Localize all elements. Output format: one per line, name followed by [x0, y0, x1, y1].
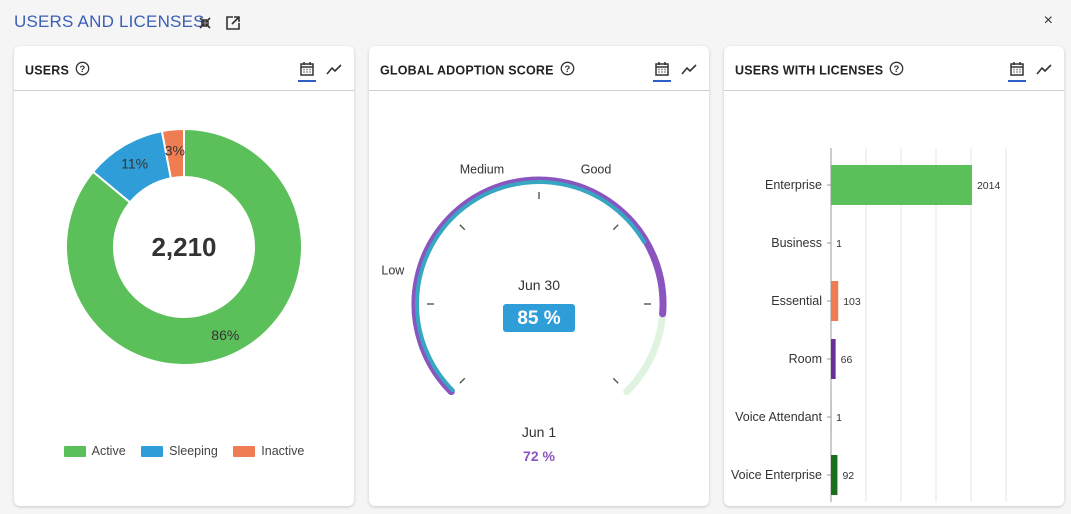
users-card: USERS? 86% 11% 3% 2,210 Active Sleeping Ina… [14, 46, 354, 506]
gauge-label-medium: Medium [460, 163, 504, 177]
category-label: Room [789, 352, 822, 366]
adoption-title-text: GLOBAL ADOPTION SCORE [380, 63, 554, 78]
donut-slice-inactive [160, 127, 185, 180]
external-link-icon[interactable] [224, 14, 242, 32]
bar-essential [831, 281, 839, 321]
gauge-previous-arc [415, 180, 647, 393]
gauge-label-good: Good [581, 163, 612, 177]
gauge-tick [612, 377, 619, 384]
bar-value-label: 1 [836, 412, 842, 424]
gauge-tick [459, 224, 466, 231]
donut-label-active: 86% [211, 327, 239, 343]
users-total: 2,210 [151, 232, 216, 262]
trend-line-icon[interactable] [1035, 60, 1053, 80]
legend-label-sleeping: Sleeping [169, 444, 218, 458]
adoption-gauge: Low Medium Good Jun 30 85 % Jun 1 72 % [381, 163, 667, 464]
adoption-card-header: GLOBAL ADOPTION SCORE? [369, 46, 709, 91]
gauge-tick [459, 377, 466, 384]
users-donut-chart: 86% 11% 3% 2,210 [65, 127, 303, 366]
help-circle-icon[interactable]: ? [75, 61, 90, 79]
gauge-previous-date: Jun 1 [522, 424, 556, 440]
category-label: Enterprise [765, 178, 822, 192]
legend-swatch-inactive [233, 446, 256, 458]
licenses-card-title: USERS WITH LICENSES? [735, 61, 904, 79]
adoption-card: GLOBAL ADOPTION SCORE? Low Medium Good Jun … [369, 46, 709, 506]
donut-label-inactive: 3% [165, 142, 185, 158]
donut-label-sleeping: 11% [121, 156, 148, 172]
calendar-icon[interactable] [298, 60, 316, 82]
users-card-header: USERS? [14, 46, 354, 91]
licenses-title-text: USERS WITH LICENSES [735, 63, 884, 78]
category-label: Essential [771, 294, 822, 308]
calendar-icon[interactable] [1008, 60, 1026, 82]
svg-text:?: ? [80, 64, 86, 75]
gauge-tick [612, 224, 619, 231]
close-button[interactable]: × [1043, 12, 1053, 29]
users-legend: Active Sleeping Inactive [14, 444, 354, 458]
users-title-text: USERS [25, 63, 70, 78]
bar-value-label: 1 [836, 238, 842, 250]
help-circle-icon[interactable]: ? [560, 61, 575, 79]
trend-line-icon[interactable] [680, 60, 698, 80]
legend-swatch-active [63, 446, 86, 458]
collapse-icon[interactable] [196, 14, 214, 32]
bar-voice-enterprise [831, 455, 838, 495]
calendar-icon[interactable] [653, 60, 671, 82]
licenses-card: USERS WITH LICENSES? 05001,0001,5002,000… [724, 46, 1064, 506]
category-label: Voice Enterprise [731, 468, 822, 482]
bar-value-label: 2014 [977, 180, 1001, 192]
bar-value-label: 66 [841, 354, 853, 366]
legend-item-inactive[interactable]: Inactive [233, 444, 304, 458]
trend-line-icon[interactable] [325, 60, 343, 80]
donut-slice-active [65, 127, 303, 366]
category-label: Business [771, 236, 822, 250]
help-circle-icon[interactable]: ? [889, 61, 904, 79]
adoption-card-title: GLOBAL ADOPTION SCORE? [380, 61, 575, 79]
bar-enterprise [831, 165, 972, 205]
licenses-card-header: USERS WITH LICENSES? [724, 46, 1064, 91]
licenses-bar-chart: 05001,0001,5002,0002,500Enterprise2014Bu… [731, 148, 1007, 502]
gauge-previous-value: 72 % [523, 448, 555, 464]
users-card-title: USERS? [25, 61, 90, 79]
legend-swatch-sleeping [141, 446, 164, 458]
bar-room [831, 339, 836, 379]
svg-text:?: ? [894, 64, 900, 75]
svg-text:?: ? [564, 64, 570, 75]
legend-label-active: Active [91, 444, 126, 458]
legend-label-inactive: Inactive [261, 444, 305, 458]
gauge-label-low: Low [381, 263, 405, 277]
header: USERS AND LICENSES × [0, 0, 1071, 46]
gauge-current-value: 85 % [517, 308, 560, 329]
category-label: Voice Attendant [735, 410, 822, 424]
page-title: USERS AND LICENSES [14, 12, 205, 31]
legend-item-sleeping[interactable]: Sleeping [141, 444, 218, 458]
gauge-current-badge [503, 304, 575, 332]
bar-value-label: 103 [843, 296, 861, 308]
legend-item-active[interactable]: Active [63, 444, 126, 458]
bar-value-label: 92 [842, 470, 854, 482]
gauge-current-date: Jun 30 [518, 277, 560, 293]
